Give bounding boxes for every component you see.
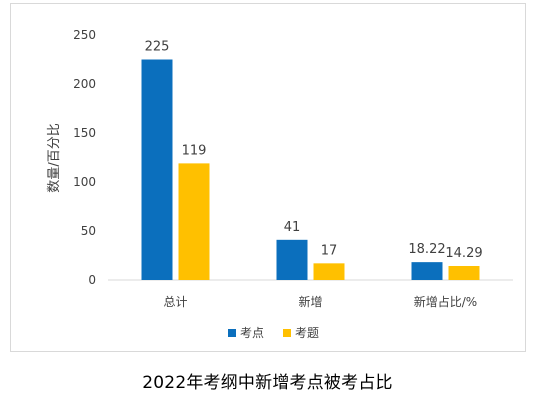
chart-caption: 2022年考纲中新增考点被考占比	[142, 373, 393, 393]
bar-kaoti	[313, 263, 345, 280]
x-category-label: 总计	[163, 295, 187, 309]
bar-kaoti	[178, 163, 210, 280]
y-tick-label: 250	[73, 28, 96, 42]
y-tick-label: 50	[81, 224, 96, 238]
bar-kaodian	[411, 262, 443, 280]
y-tick-label: 100	[73, 175, 96, 189]
data-label: 119	[182, 143, 207, 158]
y-tick-label: 150	[73, 126, 96, 140]
data-label: 17	[321, 243, 338, 258]
bar-chart: 0 50 100 150 200 250 数量/百分比 225 119 总计 41 17 新增 18.22…	[47, 28, 513, 340]
bar-kaodian	[141, 59, 173, 280]
x-category-label: 新增占比/%	[414, 294, 477, 309]
chart-frame	[10, 3, 526, 352]
legend-swatch	[228, 329, 236, 337]
y-axis-label: 数量/百分比	[47, 123, 62, 192]
data-label: 41	[284, 220, 301, 235]
data-label: 225	[145, 40, 170, 55]
data-label: 18.22	[408, 242, 445, 257]
bar-kaodian	[276, 239, 308, 280]
y-tick-label: 200	[73, 77, 96, 91]
data-label: 14.29	[445, 246, 482, 261]
legend-label: 考点	[240, 326, 264, 340]
x-category-label: 新增	[298, 294, 322, 309]
legend-label: 考题	[295, 326, 319, 340]
y-tick-label: 0	[88, 273, 96, 287]
bar-kaoti	[448, 265, 480, 280]
legend-swatch	[283, 329, 291, 337]
